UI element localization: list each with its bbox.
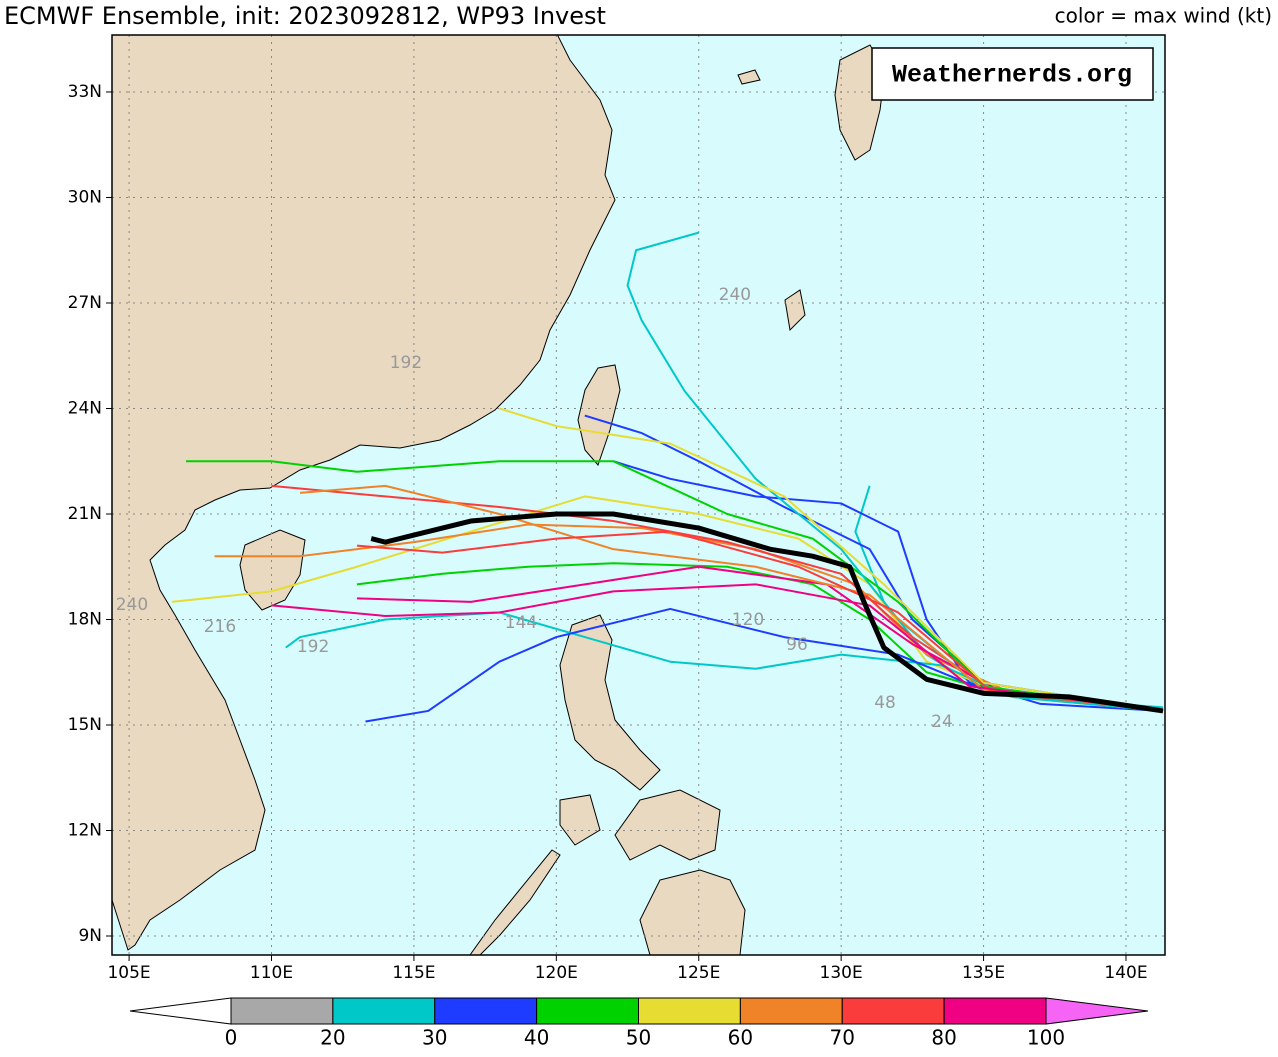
colorbar-label: 70: [830, 1026, 855, 1050]
colorbar-label: 100: [1027, 1026, 1065, 1050]
lon-label: 110E: [250, 963, 293, 983]
watermark: Weathernerds.org: [892, 61, 1132, 90]
ensemble-track: [499, 407, 1164, 712]
lat-label: 27N: [68, 293, 102, 313]
hour-label: 216: [204, 617, 236, 637]
colorbar-label: 50: [626, 1026, 651, 1050]
ensemble-track: [299, 484, 1164, 712]
ensemble-track: [186, 460, 1164, 712]
mindanao: [639, 869, 746, 955]
mainland-asia: [112, 35, 616, 951]
hour-labels: 240 192 240 216 192 144 120 96 48 24: [116, 285, 953, 732]
lat-label: 24N: [68, 398, 102, 418]
ensemble-track: [285, 611, 1164, 712]
hour-label: 144: [505, 613, 537, 633]
lon-label: 140E: [1104, 963, 1147, 983]
subtitle: color = max wind (kt): [1055, 4, 1272, 28]
palawan: [469, 849, 561, 955]
lat-label: 30N: [68, 187, 102, 207]
lon-label: 135E: [962, 963, 1005, 983]
lat-label: 12N: [68, 821, 102, 841]
lon-label: 120E: [535, 963, 578, 983]
tracks: [171, 231, 1164, 723]
lat-label: 18N: [68, 609, 102, 629]
colorbar-label: 30: [422, 1026, 447, 1050]
luzon: [559, 614, 661, 791]
colorbar-box: [739, 997, 843, 1025]
hour-label: 24: [931, 712, 953, 732]
hour-label: 48: [874, 693, 896, 713]
colorbar-box: [434, 997, 538, 1025]
taiwan: [577, 364, 621, 466]
colorbar-box: [943, 997, 1047, 1025]
watermark-box: [871, 47, 1154, 101]
island: [737, 69, 761, 85]
hour-label: 192: [390, 353, 422, 373]
ensemble-track: [171, 495, 1164, 712]
hour-label: 192: [297, 637, 329, 657]
lon-label: 125E: [677, 963, 720, 983]
hour-label: 240: [116, 595, 148, 615]
title: ECMWF Ensemble, init: 2023092812, WP93 I…: [4, 2, 606, 30]
colorbar-box: [638, 997, 741, 1025]
colorbar: 0 20 30 40 50 60 70 80 100: [129, 997, 1149, 1050]
map-frame: [111, 34, 1166, 956]
grid: [112, 35, 1165, 955]
lon-label: 130E: [820, 963, 863, 983]
colorbar-label: 60: [728, 1026, 753, 1050]
hour-label: 120: [732, 610, 764, 630]
mindoro: [559, 794, 601, 846]
lon-label: 115E: [392, 963, 435, 983]
colorbar-label: 40: [524, 1026, 549, 1050]
colorbar-label: 20: [320, 1026, 345, 1050]
colorbar-box: [332, 997, 436, 1025]
colorbar-box: [230, 997, 334, 1025]
ensemble-track: [356, 530, 1164, 712]
colorbar-over: [1045, 997, 1149, 1025]
okinawa: [784, 289, 806, 332]
lat-label: 15N: [68, 715, 102, 735]
hour-label: 96: [786, 635, 808, 655]
hour-label: 240: [719, 285, 751, 305]
ensemble-track: [365, 607, 1164, 723]
mean-track: [370, 511, 1164, 714]
lon-label: 105E: [107, 963, 150, 983]
lat-label: 9N: [78, 926, 102, 946]
visayas: [614, 789, 721, 861]
lat-label: 21N: [68, 504, 102, 524]
colorbar-label: 0: [225, 1026, 238, 1050]
lat-label: 33N: [68, 82, 102, 102]
ensemble-track: [271, 583, 1164, 712]
map-area: 240 192 240 216 192 144 120 96 48 24: [112, 35, 1165, 955]
colorbar-box: [841, 997, 945, 1025]
colorbar-label: 80: [931, 1026, 956, 1050]
hainan: [239, 529, 306, 611]
colorbar-box: [536, 997, 639, 1025]
